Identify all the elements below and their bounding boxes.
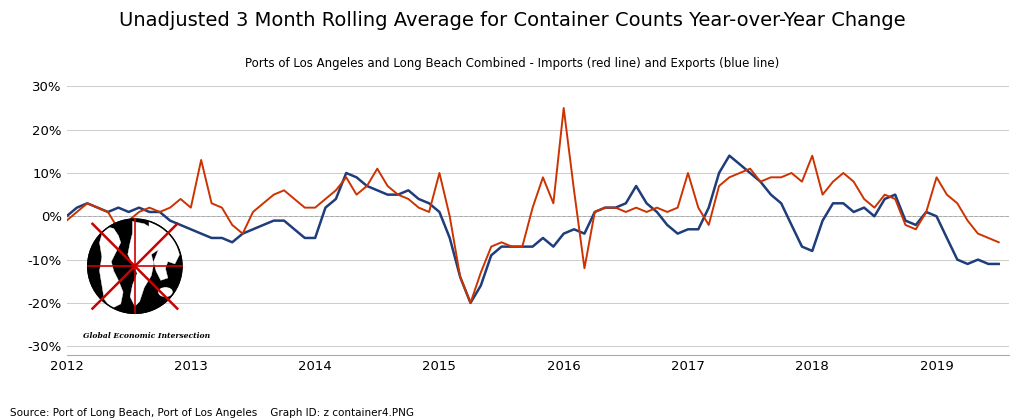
Text: Ports of Los Angeles and Long Beach Combined - Imports (red line) and Exports (b: Ports of Los Angeles and Long Beach Comb… xyxy=(245,57,779,70)
Text: Unadjusted 3 Month Rolling Average for Container Counts Year-over-Year Change: Unadjusted 3 Month Rolling Average for C… xyxy=(119,10,905,29)
Text: Source: Port of Long Beach, Port of Los Angeles    Graph ID: z container4.PNG: Source: Port of Long Beach, Port of Los … xyxy=(10,408,415,418)
Text: Global Economic Intersection: Global Economic Intersection xyxy=(83,332,210,340)
